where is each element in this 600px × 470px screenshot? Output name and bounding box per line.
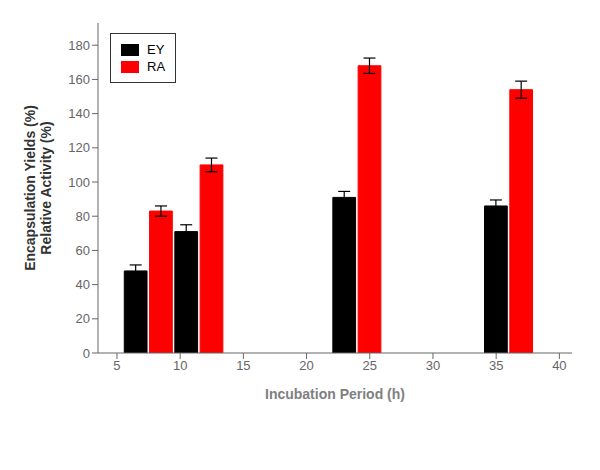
- svg-text:160: 160: [68, 72, 90, 87]
- svg-text:20: 20: [76, 311, 90, 326]
- svg-text:30: 30: [426, 358, 440, 373]
- html-text:EY: EY: [147, 42, 165, 57]
- svg-text:140: 140: [68, 106, 90, 121]
- svg-text:180: 180: [68, 38, 90, 53]
- svg-text:15: 15: [236, 358, 250, 373]
- html-text:RA: RA: [147, 59, 166, 74]
- svg-text:Encapsulation Yields (%)Relati: Encapsulation Yields (%)Relative Activit…: [22, 105, 55, 271]
- svg-text:5: 5: [113, 358, 120, 373]
- svg-text:40: 40: [552, 358, 566, 373]
- svg-text:20: 20: [299, 358, 313, 373]
- svg-text:60: 60: [76, 243, 90, 258]
- svg-text:40: 40: [76, 277, 90, 292]
- svg-text:25: 25: [363, 358, 377, 373]
- svg-text:120: 120: [68, 140, 90, 155]
- svg-text:Incubation Period (h): Incubation Period (h): [265, 386, 405, 402]
- svg-text:80: 80: [76, 209, 90, 224]
- svg-text:35: 35: [489, 358, 503, 373]
- svg-text:0: 0: [83, 346, 90, 361]
- svg-text:100: 100: [68, 175, 90, 190]
- svg-text:10: 10: [173, 358, 187, 373]
